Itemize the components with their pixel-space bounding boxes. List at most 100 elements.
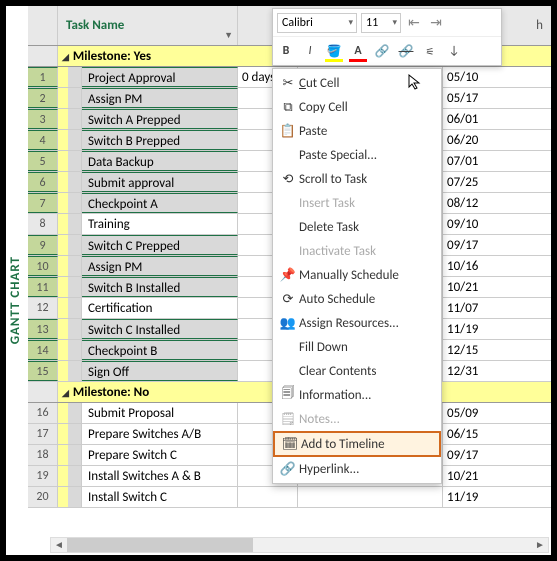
date-cell[interactable]: 12/15 <box>443 340 503 360</box>
task-name-cell[interactable]: Checkpoint B <box>82 340 238 360</box>
menu-insert-task: Insert Task <box>273 191 441 215</box>
menu-clear-contents[interactable]: Clear Contents <box>273 359 441 383</box>
date-cell[interactable]: 08/12 <box>443 193 503 213</box>
mid-cell[interactable] <box>298 487 443 507</box>
row-number[interactable]: 5 <box>28 151 58 171</box>
italic-button[interactable]: I <box>301 42 319 60</box>
scroll-left-icon[interactable]: ◄ <box>51 538 67 552</box>
pin-icon: 📌 <box>277 268 299 283</box>
date-cell[interactable]: 10/21 <box>443 277 503 297</box>
task-name-cell[interactable]: Submit Proposal <box>82 403 238 423</box>
row-number[interactable]: 12 <box>28 298 58 318</box>
manual-icon[interactable]: ↓ <box>445 42 463 60</box>
task-name-cell[interactable]: Install Switch C <box>82 487 238 507</box>
row-number[interactable]: 1 <box>28 67 58 87</box>
menu-hyperlink[interactable]: 🔗Hyperlink... <box>273 457 441 481</box>
menu-scroll-to-task[interactable]: ⟲Scroll to Task <box>273 167 441 191</box>
row-number[interactable]: 11 <box>28 277 58 297</box>
row-number[interactable]: 2 <box>28 88 58 108</box>
row-number[interactable]: 4 <box>28 130 58 150</box>
indent-icon[interactable]: ⇥ <box>427 14 445 32</box>
menu-assign-resources[interactable]: 👥Assign Resources... <box>273 311 441 335</box>
date-cell[interactable]: 10/16 <box>443 256 503 276</box>
fill-color-icon[interactable]: 🪣 <box>325 42 343 60</box>
row-number[interactable]: 10 <box>28 256 58 276</box>
date-cell[interactable]: 06/20 <box>443 130 503 150</box>
date-cell[interactable]: 10/21 <box>443 466 503 486</box>
date-cell[interactable]: 09/17 <box>443 445 503 465</box>
row-number[interactable]: 13 <box>28 319 58 339</box>
row-number[interactable]: 9 <box>28 235 58 255</box>
task-name-cell[interactable]: Switch C Installed <box>82 319 238 339</box>
menu-copy[interactable]: ⧉Copy Cell <box>273 95 441 119</box>
percent-icon[interactable]: ⚟ <box>421 42 439 60</box>
menu-paste-special[interactable]: Paste Special... <box>273 143 441 167</box>
task-name-cell[interactable]: Switch B Installed <box>82 277 238 297</box>
chevron-down-icon[interactable]: ▼ <box>224 30 233 41</box>
date-cell[interactable]: 06/15 <box>443 424 503 444</box>
task-name-cell[interactable]: Switch C Prepped <box>82 235 238 255</box>
menu-auto-schedule[interactable]: ⟳Auto Schedule <box>273 287 441 311</box>
task-name-cell[interactable]: Checkpoint A <box>82 193 238 213</box>
task-name-cell[interactable]: Submit approval <box>82 172 238 192</box>
cut-icon: ✂ <box>277 76 299 91</box>
copy-icon: ⧉ <box>277 100 299 115</box>
outdent-icon[interactable]: ⇤ <box>405 14 423 32</box>
task-name-cell[interactable]: Prepare Switch C <box>82 445 238 465</box>
font-color-icon[interactable]: A <box>349 42 367 60</box>
date-cell[interactable]: 11/07 <box>443 298 503 318</box>
horizontal-scrollbar[interactable]: ◄ ► <box>50 537 549 553</box>
row-number[interactable]: 19 <box>28 466 58 486</box>
date-cell[interactable]: 09/10 <box>443 214 503 234</box>
task-name-cell[interactable]: Assign PM <box>82 256 238 276</box>
menu-add-to-timeline[interactable]: 🗓Add to Timeline <box>273 431 441 457</box>
menu-fill-down[interactable]: Fill Down <box>273 335 441 359</box>
row-number[interactable]: 20 <box>28 487 58 507</box>
unlink-icon[interactable]: 🔗 <box>397 42 415 60</box>
task-name-cell[interactable]: Switch B Prepped <box>82 130 238 150</box>
menu-delete-task[interactable]: Delete Task <box>273 215 441 239</box>
menu-cut[interactable]: ✂Cut Cell <box>273 71 441 95</box>
table-row[interactable]: 20 Install Switch C 11/19 <box>28 487 551 508</box>
font-selector[interactable]: Calibri <box>277 13 357 33</box>
task-name-cell[interactable]: Data Backup <box>82 151 238 171</box>
date-cell[interactable]: 11/19 <box>443 319 503 339</box>
header-task-name[interactable]: Task Name ▼ <box>58 6 238 45</box>
row-number[interactable]: 17 <box>28 424 58 444</box>
menu-manual-schedule[interactable]: 📌Manually Schedule <box>273 263 441 287</box>
font-size-selector[interactable]: 11 <box>361 13 401 33</box>
menu-paste[interactable]: 📋Paste <box>273 119 441 143</box>
task-name-cell[interactable]: Training <box>82 214 238 234</box>
scroll-right-icon[interactable]: ► <box>532 538 548 552</box>
scroll-thumb[interactable] <box>67 538 253 552</box>
date-cell[interactable]: 06/01 <box>443 109 503 129</box>
row-number[interactable]: 16 <box>28 403 58 423</box>
task-name-cell[interactable]: Install Switches A & B <box>82 466 238 486</box>
menu-information[interactable]: 🗐Information... <box>273 383 441 407</box>
date-cell[interactable]: 12/31 <box>443 361 503 381</box>
row-number[interactable]: 7 <box>28 193 58 213</box>
row-number[interactable]: 3 <box>28 109 58 129</box>
row-number[interactable]: 18 <box>28 445 58 465</box>
row-number[interactable]: 14 <box>28 340 58 360</box>
date-cell[interactable]: 07/25 <box>443 172 503 192</box>
task-name-cell[interactable]: Prepare Switches A/B <box>82 424 238 444</box>
date-cell[interactable]: 09/17 <box>443 235 503 255</box>
task-name-cell[interactable]: Certification <box>82 298 238 318</box>
link-icon[interactable]: 🔗 <box>373 42 391 60</box>
date-cell[interactable]: 11/19 <box>443 487 503 507</box>
task-name-cell[interactable]: Assign PM <box>82 88 238 108</box>
task-name-cell[interactable]: Project Approval <box>82 67 238 87</box>
row-number[interactable]: 15 <box>28 361 58 381</box>
row-number[interactable]: 8 <box>28 214 58 234</box>
date-cell[interactable]: 07/01 <box>443 151 503 171</box>
menu-inactivate-task: Inactivate Task <box>273 239 441 263</box>
row-number[interactable]: 6 <box>28 172 58 192</box>
date-cell[interactable]: 05/09 <box>443 403 503 423</box>
date-cell[interactable]: 05/17 <box>443 88 503 108</box>
task-name-cell[interactable]: Switch A Prepped <box>82 109 238 129</box>
date-cell[interactable]: 05/10 <box>443 67 503 87</box>
task-name-cell[interactable]: Sign Off <box>82 361 238 381</box>
bold-button[interactable]: B <box>277 42 295 60</box>
duration-cell[interactable] <box>238 487 298 507</box>
